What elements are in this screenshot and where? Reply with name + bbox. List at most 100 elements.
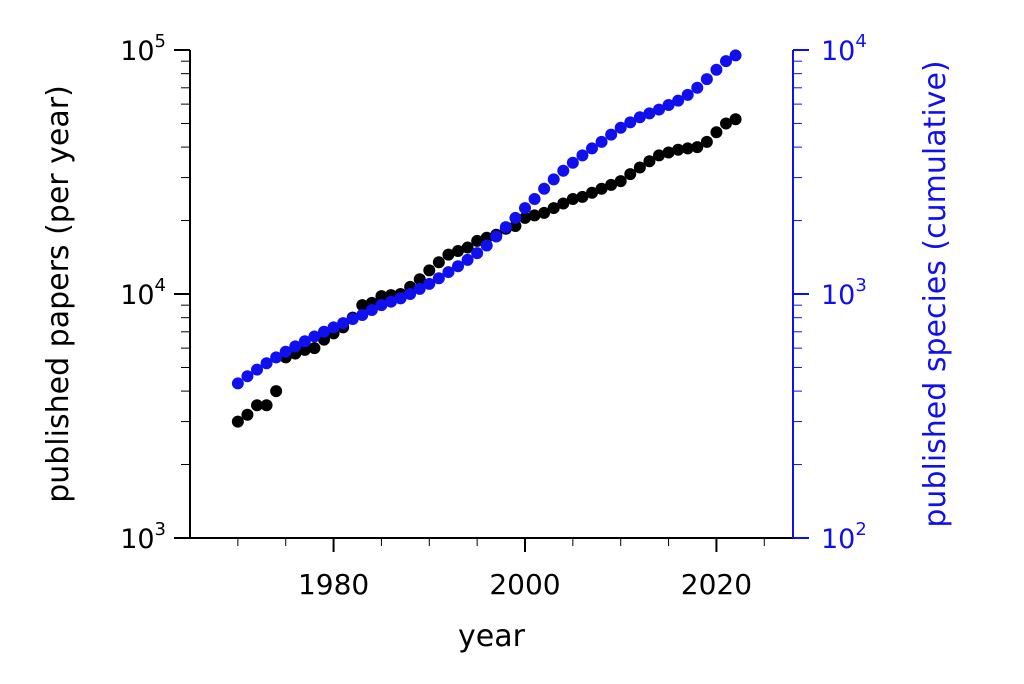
species-point: [586, 142, 598, 155]
species-point: [461, 253, 474, 266]
papers-point: [614, 175, 627, 188]
papers-point: [681, 142, 694, 155]
species-point: [662, 99, 675, 112]
species-point: [672, 94, 685, 107]
species-point: [318, 325, 330, 338]
species-point: [614, 121, 627, 134]
species-point: [624, 116, 637, 129]
species-point: [394, 292, 407, 305]
x-tick-label: 2020: [681, 568, 752, 601]
species-point: [490, 230, 503, 243]
species-point: [557, 164, 570, 177]
papers-point: [528, 209, 541, 222]
axes: [174, 49, 809, 552]
papers-point: [423, 264, 436, 277]
papers-point: [624, 168, 637, 181]
species-point: [385, 295, 397, 308]
papers-point: [605, 178, 618, 191]
papers-point: [413, 273, 426, 286]
x-tick-label: 1980: [298, 568, 369, 601]
papers-point: [662, 146, 675, 159]
papers-point: [251, 399, 263, 412]
species-point: [442, 266, 455, 279]
axis-labels: 1980 2000 2020 103 104 105 102 103 104 year publis…: [41, 31, 953, 654]
species-point: [509, 211, 522, 224]
papers-point: [672, 143, 685, 156]
papers-point: [586, 186, 598, 199]
species-point: [538, 182, 551, 195]
papers-point: [519, 211, 531, 224]
species-point: [260, 357, 273, 370]
species-point: [356, 309, 369, 322]
species-point: [471, 247, 484, 260]
species-point: [279, 345, 292, 358]
species-point: [681, 88, 694, 101]
species-point: [413, 282, 426, 295]
papers-point: [231, 415, 244, 428]
papers-point: [576, 190, 589, 203]
species-point: [241, 370, 254, 383]
species-point: [423, 277, 436, 290]
papers-point: [633, 161, 646, 174]
papers-point: [375, 290, 388, 303]
species-point: [308, 330, 321, 343]
species-point: [432, 272, 445, 285]
y-right-tick-label: 104: [821, 31, 867, 67]
y-tick-label: 103: [120, 519, 166, 555]
papers-point: [442, 248, 455, 261]
y-right-tick-label: 103: [821, 275, 867, 311]
species-point: [576, 149, 589, 162]
species-point: [327, 321, 340, 334]
species-point: [720, 55, 732, 68]
papers-point: [710, 126, 723, 139]
species-point: [700, 73, 713, 86]
species-point: [404, 288, 417, 300]
papers-point: [720, 117, 732, 130]
y-tick-label: 104: [120, 275, 166, 311]
papers-point: [538, 206, 551, 219]
species-point: [289, 340, 302, 353]
species-point: [691, 81, 704, 94]
species-point: [566, 156, 579, 169]
species-point: [452, 260, 464, 273]
species-point: [547, 173, 560, 186]
papers-point: [270, 385, 283, 398]
papers-point: [729, 113, 742, 126]
x-tick-label: 2000: [489, 568, 560, 601]
species-point: [643, 107, 656, 120]
y-right-tick-label: 102: [821, 519, 867, 555]
data-points: [231, 49, 742, 428]
y-axis-title: published papers (per year): [41, 85, 76, 503]
species-point: [528, 193, 541, 206]
species-point: [375, 299, 388, 312]
papers-point: [432, 256, 445, 269]
species-point: [605, 128, 618, 141]
species-point: [231, 377, 244, 390]
papers-point: [547, 202, 560, 215]
papers-point: [308, 342, 321, 355]
papers-point: [461, 241, 474, 254]
species-point: [298, 335, 311, 348]
species-point: [499, 221, 512, 234]
papers-point: [298, 343, 311, 356]
species-point: [519, 202, 531, 215]
species-point: [653, 103, 665, 116]
papers-point: [557, 197, 570, 210]
papers-point: [691, 141, 704, 154]
species-point: [729, 49, 742, 62]
papers-point: [566, 193, 579, 206]
papers-point: [260, 399, 273, 412]
species-point: [270, 351, 283, 364]
papers-point: [356, 299, 369, 312]
papers-point: [643, 155, 656, 168]
papers-point: [471, 234, 484, 247]
y-tick-label: 105: [120, 31, 166, 67]
species-point: [480, 239, 493, 252]
species-point: [346, 312, 359, 325]
species-point: [365, 303, 378, 316]
x-axis-title: year: [458, 619, 526, 654]
species-point: [595, 135, 608, 148]
papers-point: [700, 135, 713, 148]
species-point: [633, 111, 646, 124]
